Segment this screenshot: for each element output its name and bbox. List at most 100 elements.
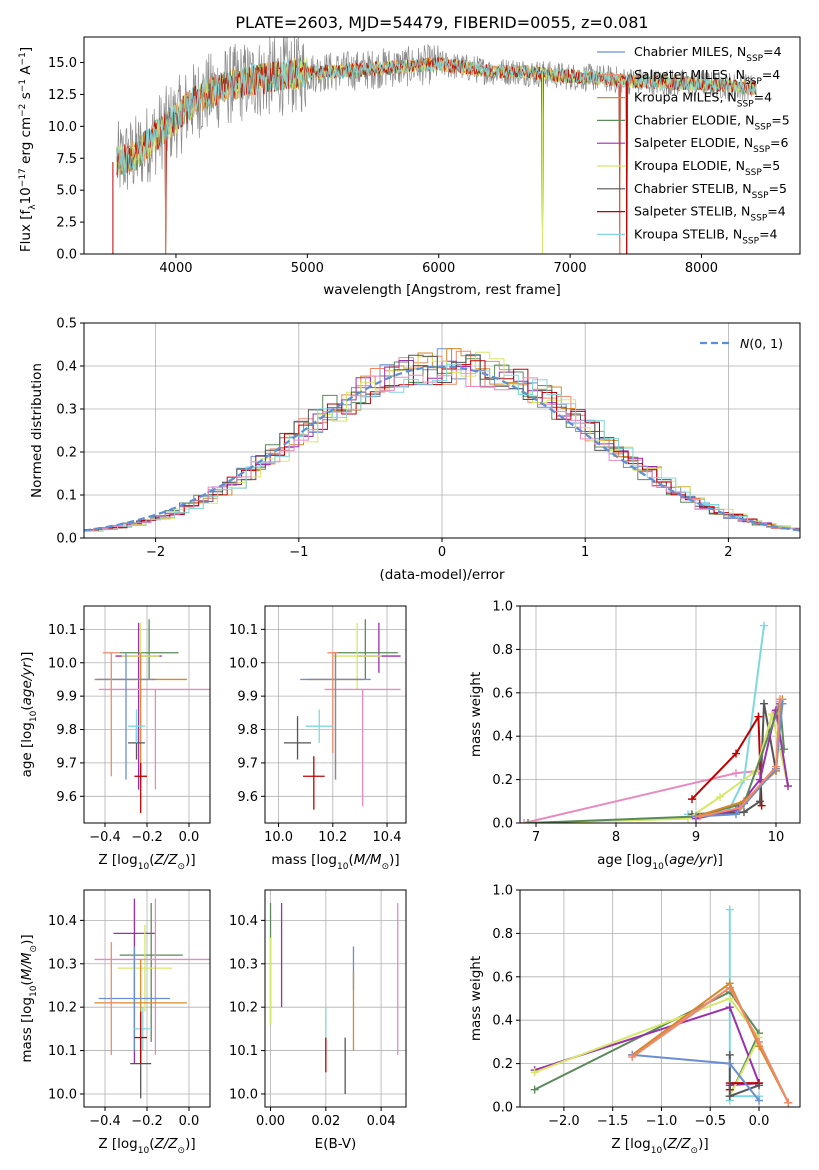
series-marker [725,1059,734,1068]
series-marker [784,1098,793,1107]
normal-curve [84,365,800,532]
plot-frame [83,605,211,824]
series-line [632,1053,760,1102]
y-tick-label: 9.6 [237,790,258,805]
spectrum-lines [112,37,757,254]
age-vs-mass-errorbars [283,619,401,810]
x-tick-label: −2.0 [548,1114,580,1129]
histogram-ylabel: Normed distribution [29,363,45,498]
series-marker [725,1003,734,1012]
weight-vs-z-lines [530,905,793,1107]
histogram-xlabel: (data-model)/error [379,567,505,583]
y-tick-label: 10.0 [48,656,77,671]
y-tick-label: 0.8 [492,643,513,658]
weight-vs-age-lines [520,621,792,823]
legend-entry: Salpeter MILES, NSSP=4 [634,67,780,87]
y-tick-label: 10.1 [48,623,77,638]
errorbar-salpeter_miles [102,942,120,1055]
spectrum-panel: 4000 5000 6000 7000 8000 0.0 2.5 5.0 7.5 10.0 12.5… [18,13,801,298]
mass-vs-z-panel: −0.4 −0.2 0.0 10.0 10.1 10.2 10.3 10.4 Z [log10(… [19,889,211,1156]
series-marker [732,749,740,758]
errorbar-chabrier_stelib [283,716,312,760]
series-marker [756,797,764,806]
y-tick-label: 5.0 [56,184,77,199]
y-tick-label: 9.8 [56,723,77,738]
legend-entry: Salpeter STELIB, NSSP=4 [634,204,786,224]
y-tick-label: 9.6 [56,790,77,805]
y-tick-label: 10.2 [48,1001,77,1016]
x-tick-label: 7 [532,830,540,845]
errorbar-chabrier_miles [98,946,171,1051]
series-marker [780,745,788,754]
x-tick-label: −0.4 [89,830,121,845]
series-marker [732,769,740,778]
mass-vs-z-ylabel: mass [log10(M/M⊙)] [19,934,39,1062]
x-tick-label: −0.2 [131,830,163,845]
series-marker [776,695,784,704]
x-tick-label: 8000 [685,261,718,276]
errorbar-chabrier_elodie [119,619,179,680]
x-tick-label: 10 [768,830,785,845]
y-tick-label: 0.2 [56,446,77,461]
y-tick-label: 0.5 [56,317,77,332]
y-tick-label: 9.9 [237,690,258,705]
y-tick-label: 10.0 [48,1087,77,1102]
mass-vs-z-errorbars [94,898,210,1099]
y-tick-label: 0.2 [492,1057,513,1072]
y-tick-label: 0.0 [56,532,77,547]
series-line [695,699,784,818]
errorbar-chabrier_elodie [119,903,183,1042]
mass-vs-ebv-panel: 0.00 0.02 0.04 10.0 10.1 10.2 10.3 10.4 E(B-V) [229,889,407,1152]
y-tick-label: 0.0 [56,248,77,263]
x-tick-label: 10.2 [318,830,347,845]
age-vs-mass-panel: 10.0 10.2 10.4 9.6 9.7 9.8 9.9 10.0 10.1 mass [lo… [229,605,407,872]
residual-histogram-panel: −2 −1 0 1 2 0.0 0.1 0.2 0.3 0.4 0.5 (data-model)/er… [29,317,801,583]
errorbar-chabrier_miles [96,652,156,780]
x-tick-label: −0.4 [89,1114,121,1129]
spectrum-ylabel: Flux [fλ10−17 erg cm−2 s−1 A−1] [18,47,38,252]
errorbar-salpeter_miles [102,652,120,777]
series-line [728,1054,760,1098]
y-tick-label: 10.4 [229,914,258,929]
series-marker [524,819,532,823]
legend-entry: Salpeter ELODIE, NSSP=6 [634,135,789,155]
histogram-steps [84,348,800,532]
y-tick-label: 10.3 [48,957,77,972]
figure-title: PLATE=2603, MJD=54479, FIBERID=0055, z=0… [235,13,648,32]
series-marker [754,712,763,721]
x-tick-label: 0.04 [367,1114,396,1129]
y-tick-label: 0.4 [492,1014,513,1029]
series-line [699,699,781,818]
y-tick-label: 9.9 [56,690,77,705]
y-tick-label: 12.5 [48,88,77,103]
series-marker [755,1037,764,1046]
legend-entry: Kroupa MILES, NSSP=4 [634,90,772,110]
weight-vs-z-panel: −2.0 −1.5 −1.0 −0.5 0.0 0.0 0.2 0.4 0.6 0.8 1.0 Z [… [468,884,801,1156]
x-tick-label: 0.00 [256,1114,285,1129]
errorbar-salpeter_stelib [302,756,325,810]
plot-frame [264,605,407,824]
series-line [534,997,761,1097]
x-tick-label: 0 [438,545,446,560]
series-marker [755,1096,764,1105]
x-tick-label: −1.5 [597,1114,629,1129]
errorbar-kroupa_elodie [332,622,382,690]
series-marker [520,819,528,823]
series-line [687,625,765,816]
series-salpeter_miles [628,983,793,1107]
age-vs-z-xlabel: Z [log10(Z/Z⊙)] [98,852,195,872]
y-tick-label: 10.1 [48,1044,77,1059]
y-tick-label: 10.0 [229,656,258,671]
x-tick-label: −2 [146,545,165,560]
legend-entry: Chabrier ELODIE, NSSP=5 [634,112,790,132]
series-line [534,1005,761,1087]
x-tick-label: 9 [692,830,700,845]
y-tick-label: 0.2 [492,773,513,788]
age-vs-mass-xlabel: mass [log10(M/M⊙)] [271,852,399,872]
x-tick-label: 0.02 [311,1114,340,1129]
plot-frame [83,36,801,255]
mass-vs-ebv-xlabel: E(B-V) [315,1136,357,1152]
errorbar-kroupa_miles [94,652,187,780]
series-kroupa_stelib [725,905,764,1105]
